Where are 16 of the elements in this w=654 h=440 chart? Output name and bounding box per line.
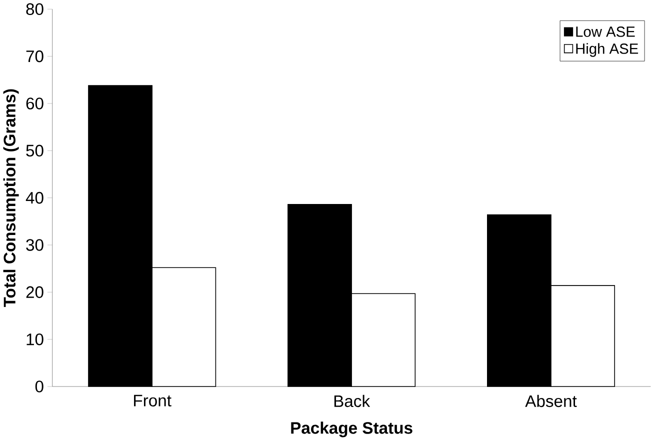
y-tick-label: 70 xyxy=(26,50,44,62)
y-tick-label: 10 xyxy=(26,333,44,345)
y-tick-label: 40 xyxy=(26,192,44,204)
x-tick-label: Front xyxy=(134,394,172,406)
y-axis-title: Total Consumption (Grams) xyxy=(3,89,19,307)
x-tick-label: Absent xyxy=(525,394,577,407)
legend-label: Low ASE xyxy=(576,26,635,37)
legend-label: High ASE xyxy=(576,42,638,57)
x-axis-title: Package Status xyxy=(291,421,412,437)
y-tick-label: 60 xyxy=(26,97,44,110)
y-tick-label: 0 xyxy=(35,380,44,392)
y-tick-label: 50 xyxy=(26,144,44,156)
y-tick-label: 20 xyxy=(26,286,44,298)
y-tick-label: 30 xyxy=(26,238,44,251)
y-tick-label: 80 xyxy=(26,3,44,15)
x-tick-label: Back xyxy=(334,394,370,407)
